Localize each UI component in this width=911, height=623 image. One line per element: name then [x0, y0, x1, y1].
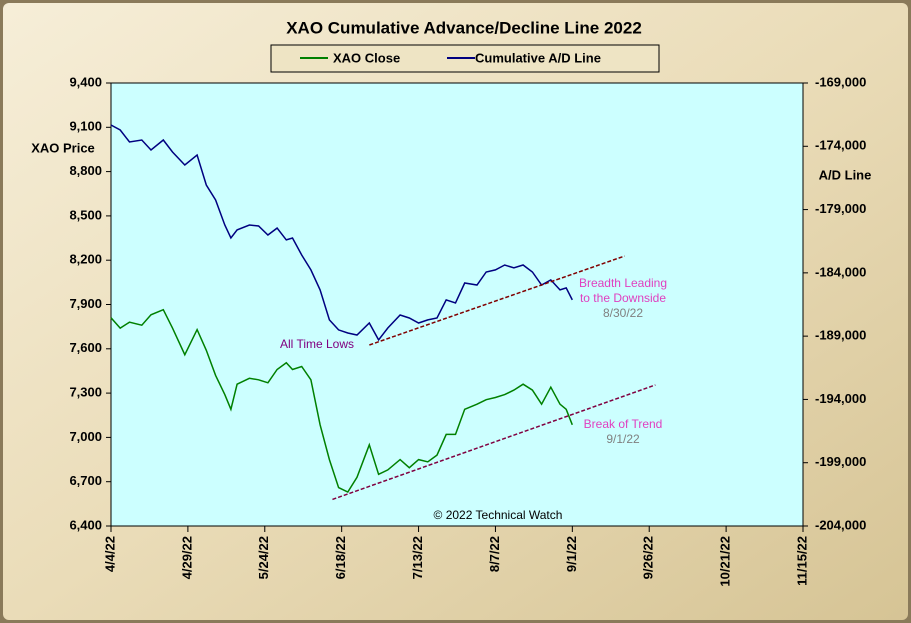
x-tick-label: 4/4/22 — [102, 536, 117, 572]
y2-tick-label: -184,000 — [815, 264, 866, 279]
x-tick-label: 4/29/22 — [179, 536, 194, 579]
y-tick-label: 7,900 — [69, 296, 102, 311]
legend-label: XAO Close — [333, 50, 400, 65]
x-tick-label: 6/18/22 — [333, 536, 348, 579]
y2-tick-label: -189,000 — [815, 328, 866, 343]
x-tick-label: 11/15/22 — [794, 536, 809, 586]
y-axis-label: XAO Price — [31, 140, 95, 155]
x-tick-label: 8/7/22 — [487, 536, 502, 572]
annotation: to the Downside — [580, 291, 666, 305]
annotation: 8/30/22 — [603, 306, 643, 320]
annotation: 9/1/22 — [606, 432, 640, 446]
credit: © 2022 Technical Watch — [434, 508, 563, 522]
y-tick-label: 9,400 — [69, 74, 102, 89]
x-tick-label: 7/13/22 — [410, 536, 425, 579]
y2-tick-label: -199,000 — [815, 454, 866, 469]
y-tick-label: 6,700 — [69, 473, 102, 488]
y-tick-label: 7,600 — [69, 340, 102, 355]
annotation: Breadth Leading — [579, 276, 667, 290]
annotation: All Time Lows — [280, 337, 354, 351]
x-tick-label: 10/21/22 — [718, 536, 733, 587]
y2-tick-label: -194,000 — [815, 391, 866, 406]
series-line — [110, 124, 573, 342]
legend-label: Cumulative A/D Line — [475, 50, 601, 65]
y2-tick-label: -204,000 — [815, 517, 866, 532]
y-tick-label: 8,200 — [69, 252, 102, 267]
y-tick-label: 7,300 — [69, 385, 102, 400]
y-tick-label: 6,400 — [69, 517, 102, 532]
y-tick-label: 8,500 — [69, 207, 102, 222]
y2-axis-label: A/D Line — [819, 167, 872, 182]
trend-line — [332, 384, 656, 501]
x-tick-label: 9/26/22 — [641, 536, 656, 579]
annotation: Break of Trend — [584, 417, 663, 431]
y-tick-label: 8,800 — [69, 163, 102, 178]
chart-title: XAO Cumulative Advance/Decline Line 2022 — [286, 18, 642, 37]
y2-tick-label: -179,000 — [815, 201, 866, 216]
series-line — [110, 308, 573, 493]
y-tick-label: 9,100 — [69, 119, 102, 134]
y-tick-label: 7,000 — [69, 429, 102, 444]
x-tick-label: 5/24/22 — [256, 536, 271, 579]
y2-tick-label: -174,000 — [815, 138, 866, 153]
plot-area — [110, 82, 804, 527]
y2-tick-label: -169,000 — [815, 74, 866, 89]
x-tick-label: 9/1/22 — [564, 536, 579, 572]
trend-line — [369, 255, 625, 346]
